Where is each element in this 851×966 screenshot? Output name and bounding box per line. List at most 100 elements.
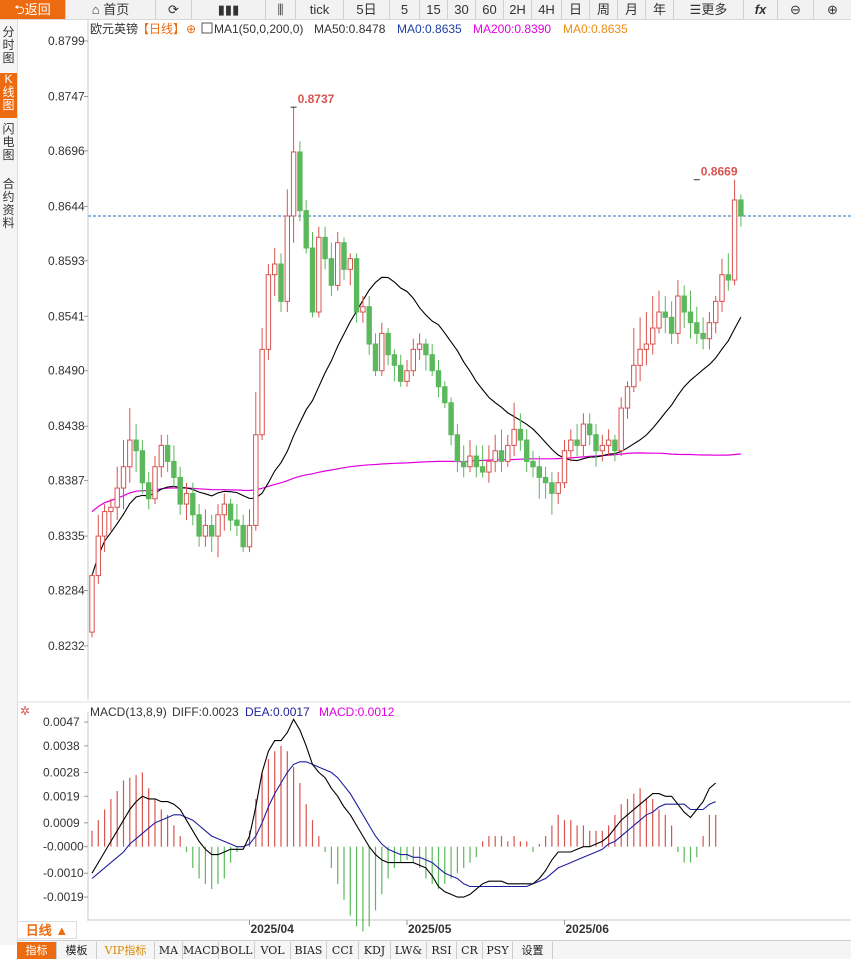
candle-body [662, 311, 668, 318]
indicator-tab[interactable]: CCI [327, 942, 359, 959]
candle-body [410, 348, 417, 372]
candle-body [120, 466, 127, 489]
indicator-tab[interactable]: MACD [183, 942, 220, 959]
month-button[interactable]: 月 [618, 0, 646, 19]
day-button[interactable]: 日 [562, 0, 590, 19]
candle-body [561, 450, 568, 484]
candle-body [473, 455, 480, 468]
sidebar-item-contract[interactable]: 合约资料 [2, 177, 15, 230]
high-price-label: 0.8737 [298, 92, 335, 106]
home-button[interactable]: ⌂ 首页 [66, 0, 156, 19]
sidebar-item-timeshare[interactable]: 分时图 [2, 25, 15, 65]
indicator-tab[interactable]: VOL [255, 942, 291, 959]
candle-body [668, 316, 675, 334]
indicator-tab[interactable]: VIP指标 [97, 942, 155, 959]
formula-button[interactable]: fx [744, 0, 778, 19]
macd-legend-dea: DEA:0.0017 [245, 705, 310, 719]
candle-body [681, 295, 687, 313]
indicator-tab[interactable]: KDJ [359, 942, 391, 959]
h2-button[interactable]: 2H [504, 0, 532, 19]
candle-body [335, 242, 341, 286]
indicator-tab[interactable]: 设置 [513, 942, 553, 959]
candle-body [498, 450, 505, 462]
candle-body [429, 354, 435, 372]
price-tick-label: 0.8387 [48, 474, 85, 488]
candle-body [605, 439, 612, 446]
candle-body [643, 343, 650, 350]
price-tick-label: 0.8490 [48, 364, 85, 378]
view-sidebar: 分时图 K线图 闪电图 合约资料 [0, 20, 18, 945]
sidebar-item-kline[interactable]: K线图 [0, 73, 17, 118]
candle-body [341, 242, 347, 270]
candle-body [133, 439, 139, 452]
candle-body [700, 332, 706, 340]
candle-body [467, 455, 473, 468]
macd-tick-label: 0.0028 [43, 765, 80, 779]
m15-button[interactable]: 15 [420, 0, 448, 19]
h4-button[interactable]: 4H [532, 0, 562, 19]
zoom-out-button[interactable]: ⊖ [778, 0, 814, 19]
candle-body [442, 386, 448, 404]
indicator-tab[interactable]: CR [457, 942, 483, 959]
sidebar-item-flash[interactable]: 闪电图 [2, 122, 15, 162]
year-button[interactable]: 年 [646, 0, 674, 19]
candle-body [725, 274, 731, 281]
candle-body [404, 370, 410, 382]
candle-body [391, 354, 398, 366]
ma-settings-icon[interactable] [201, 22, 213, 34]
candle-body [89, 575, 95, 633]
indicator-tab[interactable]: LW& [391, 942, 427, 959]
indicator-tab[interactable]: BOLL [219, 942, 255, 959]
5day-button[interactable]: 5日 [344, 0, 390, 19]
candle-body [272, 263, 278, 276]
legend-settings-icon[interactable]: ⊕ [186, 22, 196, 36]
candle-body [731, 199, 738, 281]
candle-body [209, 524, 215, 537]
candle-body [486, 460, 492, 473]
candle-body [549, 482, 555, 494]
candle-body [146, 482, 152, 500]
time-axis-label: 2025/05 [408, 922, 452, 936]
bar-chart-button[interactable]: ▮▮▮ [192, 0, 266, 19]
price-tick-label: 0.8644 [48, 199, 85, 213]
tick-button[interactable]: tick [296, 0, 344, 19]
m5-button[interactable]: 5 [390, 0, 420, 19]
bar-chart-icon: ▮▮▮ [217, 2, 240, 17]
candle-body [360, 306, 366, 313]
candle-body [309, 247, 316, 313]
indicator-tab[interactable]: PSY [483, 942, 513, 959]
legend-ma50: MA50:0.8478 [314, 22, 386, 36]
candle-body [95, 535, 101, 577]
candle-body [171, 460, 177, 478]
candle-icon-button[interactable]: ⫼ [266, 0, 296, 19]
candle-body [587, 423, 593, 436]
candle-body [372, 343, 379, 372]
more-button[interactable]: ☰更多 [674, 0, 744, 19]
candle-body [637, 348, 643, 366]
zoom-in-button[interactable]: ⊕ [814, 0, 851, 19]
period-selector[interactable]: 日线 ▲ [17, 921, 77, 939]
price-tick-label: 0.8335 [48, 529, 85, 543]
candle-body [580, 423, 587, 446]
macd-tick-label: 0.0019 [43, 789, 80, 803]
indicator-tab[interactable]: BIAS [291, 942, 327, 959]
indicator-tab[interactable]: RSI [427, 942, 457, 959]
indicator-tab[interactable]: 指标 [17, 942, 57, 959]
legend-period[interactable]: 【日线】 [137, 22, 185, 36]
indicator-tab[interactable]: 模板 [57, 942, 97, 959]
week-button[interactable]: 周 [590, 0, 618, 19]
top-toolbar: ⮌返回 ⌂ 首页 ⟳ ▮▮▮ ⫼ tick 5日 5 15 30 60 2H 4… [0, 0, 851, 20]
ma50-line [91, 276, 742, 576]
macd-settings-icon[interactable]: ✲ [20, 704, 30, 718]
indicator-tab[interactable]: MA [155, 942, 183, 959]
back-button[interactable]: ⮌返回 [0, 0, 66, 19]
price-tick-label: 0.8284 [48, 584, 85, 598]
candle-body [303, 210, 309, 249]
candle-body [694, 322, 700, 334]
m30-button[interactable]: 30 [448, 0, 476, 19]
m60-button[interactable]: 60 [476, 0, 504, 19]
legend-ma200: MA200:0.8390 [473, 22, 551, 36]
refresh-button[interactable]: ⟳ [156, 0, 192, 19]
high-price-label: 0.8669 [701, 165, 738, 179]
